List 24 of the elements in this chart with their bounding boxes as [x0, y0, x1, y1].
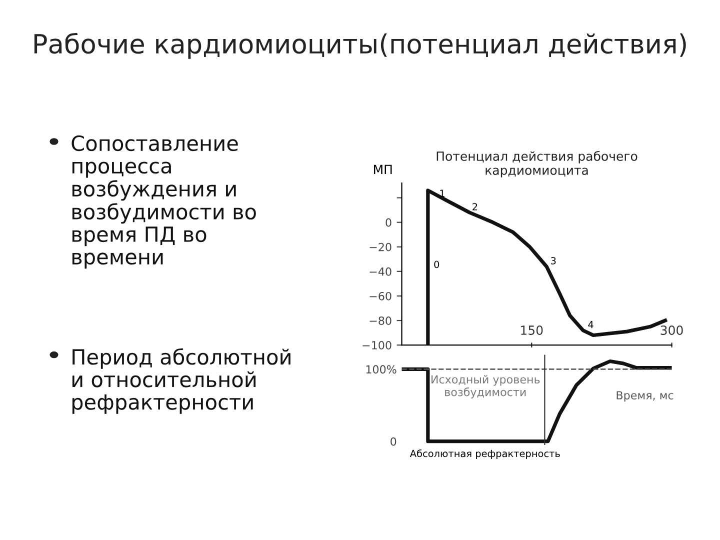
y-tick-label: −60: [370, 292, 392, 300]
ref-line-label: Исходный уровень возбудимости: [432, 375, 540, 398]
y-tick-label: −100: [362, 341, 392, 350]
annotation: 0: [434, 260, 440, 268]
y-tick-label: −80: [370, 316, 392, 325]
x-tick-label: 300: [660, 325, 683, 335]
text: Абсолютная рефрактерность: [410, 449, 560, 460]
text: Сопоставление процесса возбуждения и возбудимости во время ПД во времени: [72, 135, 256, 269]
chart-title: Потенциал действия рабочего кардиомиоцита: [436, 151, 638, 178]
annotation: 1: [440, 190, 444, 197]
annotation: 3: [551, 257, 556, 264]
text: Рабочие кардиомиоциты(потенциал действия): [34, 32, 686, 59]
annotation: 4: [588, 321, 594, 328]
text: Период абсолютной и относительной рефрактерности: [72, 348, 290, 414]
y-tick-label: 100%: [366, 365, 396, 374]
y-tick-label: −20: [370, 242, 392, 252]
x-axis-title: Время, мс: [616, 391, 674, 402]
y-tick-label: −40: [370, 267, 392, 276]
line-series: [402, 359, 672, 444]
annotation: 2: [472, 203, 478, 210]
y-tick-label: 0: [386, 218, 392, 227]
y-tick-label: 0: [390, 437, 396, 446]
x-tick-label: 150: [521, 325, 543, 335]
y-axis-title: МП: [374, 164, 392, 174]
